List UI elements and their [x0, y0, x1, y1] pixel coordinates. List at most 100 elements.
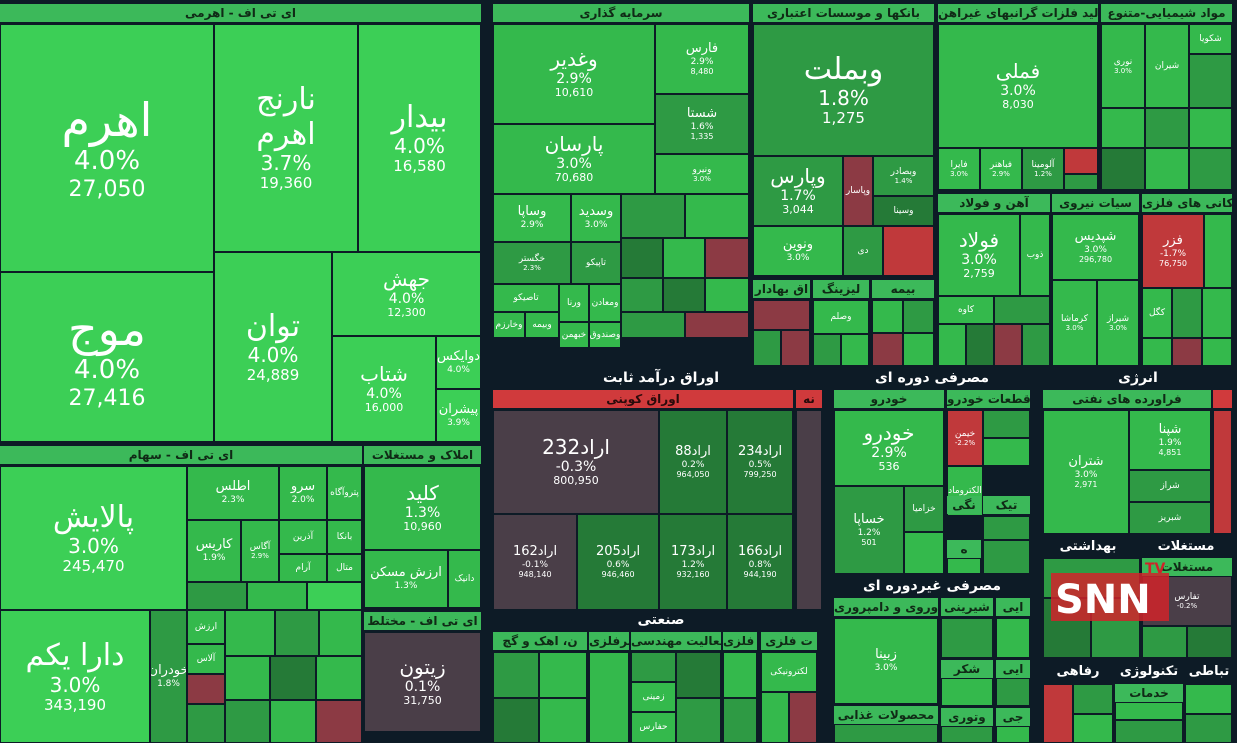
tile-zeytoon[interactable]: زیتون 0.1% 31,750 [364, 632, 481, 732]
tile-fameli[interactable]: فملی 3.0% 8,030 [938, 24, 1098, 148]
tile-vesina[interactable]: وسینا [873, 196, 934, 226]
mini-tile[interactable] [1172, 288, 1202, 338]
tile-vepars[interactable]: وپارس 1.7% 3,044 [753, 156, 843, 226]
tile-vakharazm[interactable]: وخارزم [493, 312, 525, 338]
tile-vasalam[interactable]: وصلم [813, 300, 869, 334]
tile-vasdid[interactable]: وسدید 3.0% [571, 194, 621, 242]
mini-tile[interactable] [1115, 702, 1183, 720]
tile-ahrom[interactable]: اهرم 4.0% 27,050 [0, 24, 214, 272]
tile-khodran[interactable]: خودران 1.8% [150, 610, 187, 743]
tile-shetab[interactable]: شتاب 4.0% 16,000 [332, 336, 436, 442]
tile-parsan[interactable]: پارسان 3.0% 70,680 [493, 124, 655, 194]
mini-tile[interactable] [1101, 108, 1145, 148]
tile-khodro[interactable]: خودرو 2.9% 536 [834, 410, 944, 486]
mini-tile[interactable] [1189, 148, 1232, 190]
mini-tile[interactable] [316, 656, 362, 700]
mini-tile[interactable] [225, 700, 270, 743]
tile-kave[interactable]: کاوه [938, 296, 994, 324]
mini-tile[interactable] [753, 300, 810, 330]
mini-tile[interactable] [1073, 684, 1113, 714]
mini-tile[interactable] [1145, 148, 1189, 190]
tile-shiraz[interactable]: شیراز 3.0% [1097, 280, 1139, 366]
mini-tile[interactable] [621, 278, 663, 312]
mini-tile[interactable] [813, 334, 841, 366]
mini-tile[interactable] [685, 194, 749, 238]
tile-kelid[interactable]: کلید 1.3% 10,960 [364, 466, 481, 550]
mini-tile[interactable] [589, 652, 629, 743]
tile-noori[interactable]: نوری 3.0% [1101, 24, 1145, 108]
mini-tile[interactable] [796, 410, 822, 610]
mini-tile[interactable] [753, 330, 781, 366]
mini-tile[interactable] [247, 582, 307, 610]
tile-vasapa[interactable]: وساپا 2.9% [493, 194, 571, 242]
mini-tile[interactable] [903, 333, 934, 366]
mini-tile[interactable] [1189, 54, 1232, 108]
mini-tile[interactable] [996, 726, 1030, 743]
tile-arad205[interactable]: اراد205 0.6% 946,460 [577, 514, 659, 610]
tile-khebahman[interactable]: خبهمن [559, 322, 589, 348]
tile-petro[interactable]: پتروآگاه [327, 466, 362, 520]
tile-tapiko[interactable]: تاپیکو [571, 242, 621, 284]
tile-arad234[interactable]: اراد234 0.5% 799,250 [727, 410, 793, 514]
mini-tile[interactable] [1043, 684, 1073, 743]
tile-azarin[interactable]: آذرین [279, 520, 327, 554]
tile-arad232[interactable]: اراد232 -0.3% 800,950 [493, 410, 659, 514]
tile-bidar[interactable]: بیدار 4.0% 16,580 [358, 24, 481, 252]
tile-karis[interactable]: کاریس 1.9% [187, 520, 241, 582]
tile-varena[interactable]: ورنا [559, 284, 589, 322]
mini-tile[interactable] [1073, 714, 1113, 743]
mini-tile[interactable] [841, 334, 869, 366]
tile-arad88[interactable]: اراد88 0.2% 964,050 [659, 410, 727, 514]
tile-tasiko[interactable]: تاصیکو [493, 284, 559, 312]
mini-tile[interactable] [983, 516, 1030, 540]
tile-shepna[interactable]: شپنا 1.9% 4,851 [1129, 410, 1211, 470]
tile-narenj[interactable]: نارنج اهرم 3.7% 19,360 [214, 24, 358, 252]
tile-aram[interactable]: آرام [279, 554, 327, 582]
tile-arzesh[interactable]: ارزش [187, 610, 225, 644]
mini-tile[interactable] [1172, 338, 1202, 366]
mini-tile[interactable] [723, 698, 757, 743]
tile-atlas[interactable]: اطلس 2.3% [187, 466, 279, 520]
mini-tile[interactable] [1022, 324, 1050, 366]
tile-agas[interactable]: آگاس 2.9% [241, 520, 279, 582]
tile-vamadan[interactable]: ومعادن [589, 284, 621, 322]
tile-arad162[interactable]: اراد162 -0.1% 948,140 [493, 514, 577, 610]
mini-tile[interactable] [493, 652, 539, 698]
mini-tile[interactable] [1101, 148, 1145, 190]
mini-tile[interactable] [319, 610, 362, 656]
mini-tile[interactable] [941, 726, 993, 743]
tile-bankga[interactable]: بانکا [327, 520, 362, 554]
mini-tile[interactable] [904, 532, 944, 574]
mini-tile[interactable] [834, 724, 938, 743]
tile-vanovin[interactable]: ونوین 3.0% [753, 226, 843, 276]
mini-tile[interactable] [539, 652, 587, 698]
mini-tile[interactable] [621, 312, 685, 338]
mini-tile[interactable] [307, 582, 362, 610]
mini-tile[interactable] [705, 278, 749, 312]
mini-tile[interactable] [1142, 338, 1172, 366]
mini-tile[interactable] [225, 610, 275, 656]
mini-tile[interactable] [883, 226, 934, 276]
tile-shasta[interactable]: شستا 1.6% 1,335 [655, 94, 749, 154]
mini-tile[interactable] [761, 692, 789, 743]
tile-khiman[interactable]: خیمن -2.2% [947, 410, 983, 466]
tile-tavan[interactable]: توان 4.0% 24,889 [214, 252, 332, 442]
tile-shetran[interactable]: شتران 3.0% 2,971 [1043, 410, 1129, 534]
mini-tile[interactable] [1202, 338, 1232, 366]
mini-tile[interactable] [781, 330, 810, 366]
tile-lic[interactable]: لکترونیکی [761, 652, 817, 692]
mini-tile[interactable] [1064, 174, 1098, 190]
mini-tile[interactable] [872, 300, 903, 333]
tile-arad173[interactable]: اراد173 1.2% 932,160 [659, 514, 727, 610]
mini-tile[interactable] [994, 296, 1050, 324]
mini-tile[interactable] [983, 540, 1030, 574]
tile-jahesh[interactable]: جهش 4.0% 12,300 [332, 252, 481, 336]
tile-shraz[interactable]: شراز [1129, 470, 1211, 502]
tile-vabime[interactable]: وبیمه [525, 312, 559, 338]
tile-vabmelat[interactable]: وبملت 1.8% 1,275 [753, 24, 934, 156]
tile-shiran[interactable]: شیران [1145, 24, 1189, 108]
tile-fezar[interactable]: فزر -1.7% 76,750 [1142, 214, 1204, 288]
tile-khasapa[interactable]: خساپا 1.2% 501 [834, 486, 904, 574]
mini-tile[interactable] [723, 652, 757, 698]
tile-vasandogh[interactable]: وصندوق [589, 322, 621, 348]
